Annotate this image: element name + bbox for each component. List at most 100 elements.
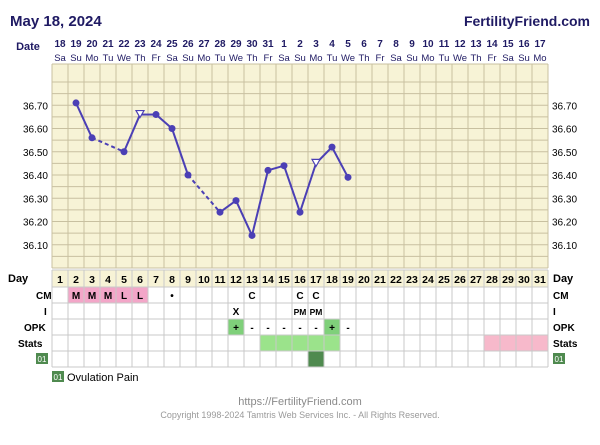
legend-code: 01 (54, 373, 63, 382)
date-label: 16 (518, 39, 530, 50)
site-name[interactable]: FertilityFriend.com (464, 13, 590, 29)
date-label: 9 (409, 39, 415, 50)
weekday-label: Mo (421, 53, 434, 64)
weekday-label: We (229, 53, 243, 64)
cm-entry: C (296, 291, 303, 302)
temperature-point (264, 166, 272, 174)
y-tick-label-left: 36.70 (23, 101, 48, 112)
temperature-point (344, 173, 352, 181)
weekday-label: We (341, 53, 355, 64)
cm-cell-highlight (68, 287, 84, 303)
y-tick-label-left: 36.60 (23, 125, 48, 136)
footer-copyright: Copyright 1998-2024 Tamtris Web Services… (160, 410, 439, 420)
weekday-label: Tu (439, 53, 450, 64)
date-label: 5 (345, 39, 351, 50)
weekday-label: Fr (376, 53, 385, 64)
date-label: 8 (393, 39, 399, 50)
cycle-day-label: 10 (198, 274, 210, 286)
stats-green-cell (292, 335, 308, 351)
cycle-day-label: 27 (470, 274, 482, 286)
date-label: 25 (166, 39, 178, 50)
cycle-day-label: 20 (358, 274, 370, 286)
y-tick-label-right: 36.40 (552, 171, 577, 182)
date-label: 18 (54, 39, 66, 50)
opk-row-label-left: OPK (24, 323, 46, 334)
cycle-day-label: 7 (153, 274, 159, 286)
date-label: 12 (454, 39, 466, 50)
date-label: 2 (297, 39, 303, 50)
date-label: 3 (313, 39, 319, 50)
cycle-day-label: 15 (278, 274, 290, 286)
cycle-day-label: 19 (342, 274, 354, 286)
temperature-line-segment (283, 165, 301, 213)
date-label: 19 (70, 39, 82, 50)
date-label: 6 (361, 39, 367, 50)
cm-entry: M (88, 291, 96, 302)
i-entry: X (233, 307, 240, 318)
cm-row-label-right: CM (553, 291, 569, 302)
cycle-day-label: 14 (262, 274, 274, 286)
weekday-label: Th (470, 53, 481, 64)
weekday-label: Th (358, 53, 369, 64)
cycle-day-label: 4 (105, 274, 111, 286)
opk-entry: - (298, 323, 301, 334)
cm-cell-highlight (132, 287, 148, 303)
stats-row-label-right: Stats (553, 339, 578, 350)
cycle-day-label: 23 (406, 274, 418, 286)
cycle-day-label: 1 (57, 274, 63, 286)
temperature-point-triangle (134, 109, 146, 119)
day-row-background (52, 270, 548, 287)
footer-url[interactable]: https://FertilityFriend.com (238, 396, 361, 408)
cycle-day-label: 3 (89, 274, 95, 286)
opk-entry: - (250, 323, 253, 334)
cycle-day-label: 22 (390, 274, 402, 286)
temperature-line-segment (155, 113, 173, 130)
temperature-line-segment (75, 102, 93, 139)
opk-entry: - (266, 323, 269, 334)
temperature-line-segment (299, 163, 317, 213)
temperature-point (184, 171, 192, 179)
y-tick-label-left: 36.20 (23, 218, 48, 229)
weekday-label: Mo (533, 53, 546, 64)
weekday-label: Mo (309, 53, 322, 64)
cycle-day-label: 29 (502, 274, 514, 286)
date-label: 7 (377, 39, 383, 50)
cm-cell-highlight (84, 287, 100, 303)
temperature-point (152, 111, 160, 119)
weekday-label: Sa (166, 53, 178, 64)
date-label: 14 (486, 39, 498, 50)
date-label: 4 (329, 39, 335, 50)
temperature-point (168, 125, 176, 132)
y-tick-label-left: 36.10 (23, 241, 48, 252)
cm-entry: C (312, 291, 319, 302)
cycle-day-label: 11 (214, 274, 225, 286)
weekday-label: We (117, 53, 131, 64)
date-label: 13 (470, 39, 482, 50)
temperature-point-triangle (310, 158, 322, 168)
i-entry: PM (310, 307, 323, 317)
date-label: 27 (198, 39, 210, 50)
custom-code-cell (308, 351, 324, 367)
stats-pink-cell (516, 335, 532, 351)
cm-row-label-left: CM (36, 291, 52, 302)
weekday-label: Tu (215, 53, 226, 64)
cycle-day-label: 25 (438, 274, 450, 286)
cycle-day-label: 6 (137, 274, 143, 286)
y-tick-label-right: 36.30 (552, 194, 577, 205)
date-label: 28 (214, 39, 226, 50)
temperature-point (248, 231, 256, 239)
y-tick-label-left: 36.50 (23, 148, 48, 159)
temperature-line-segment (331, 146, 349, 178)
cycle-day-label: 17 (310, 274, 322, 286)
y-tick-label-right: 36.20 (552, 218, 577, 229)
cycle-day-label: 2 (73, 274, 79, 286)
weekday-label: Fr (264, 53, 273, 64)
stats-pink-cell (500, 335, 516, 351)
custom-code-badge-left (36, 353, 48, 364)
date-label: 29 (230, 39, 242, 50)
plot-area-background (52, 64, 548, 268)
cycle-day-label: 8 (169, 274, 175, 286)
weekday-label: Th (134, 53, 145, 64)
stats-green-cell (260, 335, 276, 351)
date-label: 10 (422, 39, 434, 50)
